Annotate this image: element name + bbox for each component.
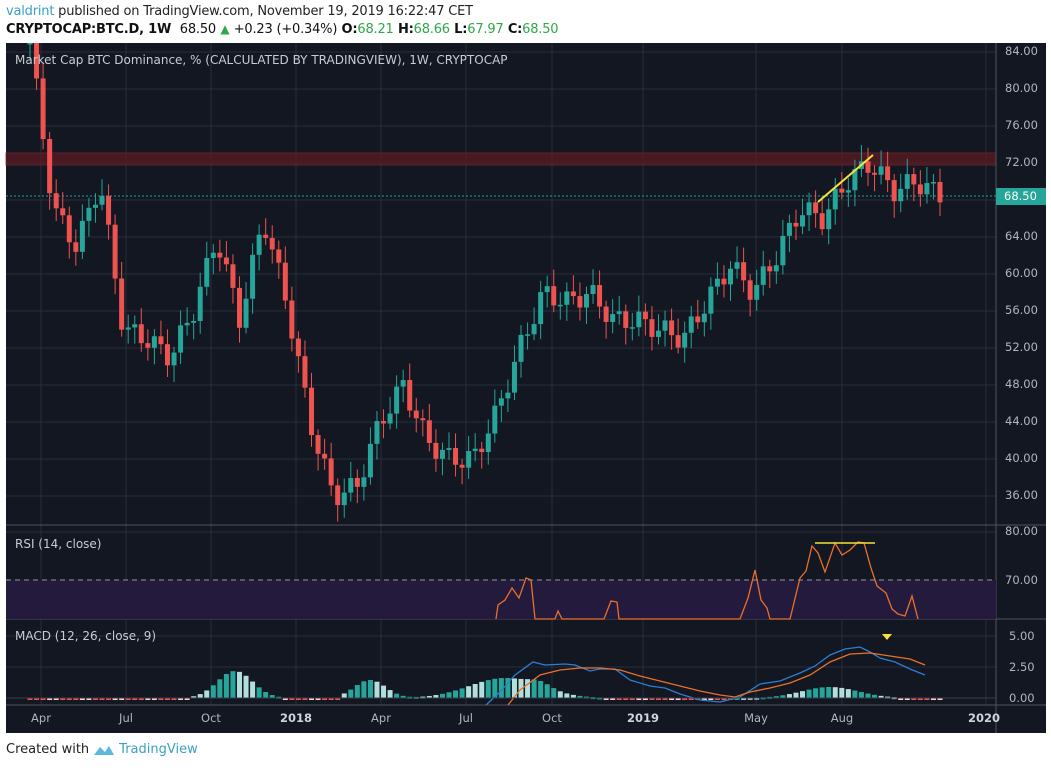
x-tick: 2018 [279, 711, 313, 725]
rsi-pane-title: RSI (14, close) [15, 537, 102, 551]
macd-pane-title: MACD (12, 26, close, 9) [15, 629, 157, 643]
symbol-label: CRYPTOCAP:BTC.D, 1W [6, 22, 172, 37]
last-price-tag: 68.50 [996, 188, 1046, 205]
macd-line [485, 646, 926, 706]
x-tick: May [744, 711, 768, 725]
y-tick: 72.00 [1005, 155, 1038, 169]
high-value: 68.66 [413, 22, 450, 37]
rsi-line [495, 541, 919, 620]
y-tick: 36.00 [1005, 488, 1038, 502]
x-tick: 2019 [626, 711, 660, 725]
open-value: 68.21 [357, 22, 394, 37]
x-tick: Apr [371, 711, 391, 725]
bearish-cross-marker-icon [882, 634, 892, 640]
x-tick: Jul [119, 711, 133, 725]
main-pane-title: Market Cap BTC Dominance, % (CALCULATED … [15, 53, 508, 67]
price-change: +0.23 (+0.34%) [233, 22, 338, 37]
x-tick: Apr [31, 711, 51, 725]
candlestick-series [27, 43, 943, 522]
trendline[interactable] [817, 154, 874, 203]
resistance-zone [5, 152, 997, 166]
last-price: 68.50 [179, 22, 216, 37]
y-tick: 44.00 [1005, 414, 1038, 428]
low-value: 67.97 [467, 22, 504, 37]
y-tick: 76.00 [1005, 118, 1038, 132]
x-tick: 2020 [967, 711, 1001, 725]
macd-y-tick: 0.00 [1009, 691, 1035, 705]
rsi-y-tick: 80.00 [1005, 524, 1038, 538]
chart-canvas[interactable] [0, 0, 1051, 740]
x-tick: Aug [830, 711, 854, 725]
created-with-label: Created with [6, 742, 90, 757]
y-tick: 40.00 [1005, 451, 1038, 465]
y-tick: 52.00 [1005, 340, 1038, 354]
y-tick: 84.00 [1005, 44, 1038, 58]
tradingview-link[interactable]: TradingView [119, 742, 198, 757]
y-tick: 60.00 [1005, 266, 1038, 280]
up-arrow-icon: ▲ [220, 22, 230, 36]
y-tick: 80.00 [1005, 81, 1038, 95]
y-tick: 48.00 [1005, 377, 1038, 391]
footer: Created with TradingView [6, 742, 198, 757]
x-tick: Oct [201, 711, 221, 725]
macd-histogram [27, 671, 943, 700]
rsi-band [6, 580, 996, 619]
publish-info: valdrint published on TradingView.com, N… [6, 4, 473, 19]
x-tick: Oct [542, 711, 562, 725]
macd-y-tick: 2.50 [1009, 660, 1035, 674]
author-link[interactable]: valdrint [6, 4, 55, 19]
grid-horizontal [6, 51, 996, 668]
y-tick: 64.00 [1005, 229, 1038, 243]
symbol-info: CRYPTOCAP:BTC.D, 1W 68.50 ▲ +0.23 (+0.34… [6, 22, 559, 37]
x-tick: Jul [459, 711, 473, 725]
signal-line [507, 652, 926, 706]
rsi-y-tick: 70.00 [1005, 573, 1038, 587]
tradingview-logo-icon [94, 745, 115, 755]
close-value: 68.50 [522, 22, 559, 37]
publish-text: published on TradingView.com, November 1… [58, 4, 473, 19]
y-tick: 56.00 [1005, 303, 1038, 317]
macd-y-tick: 5.00 [1009, 629, 1035, 643]
